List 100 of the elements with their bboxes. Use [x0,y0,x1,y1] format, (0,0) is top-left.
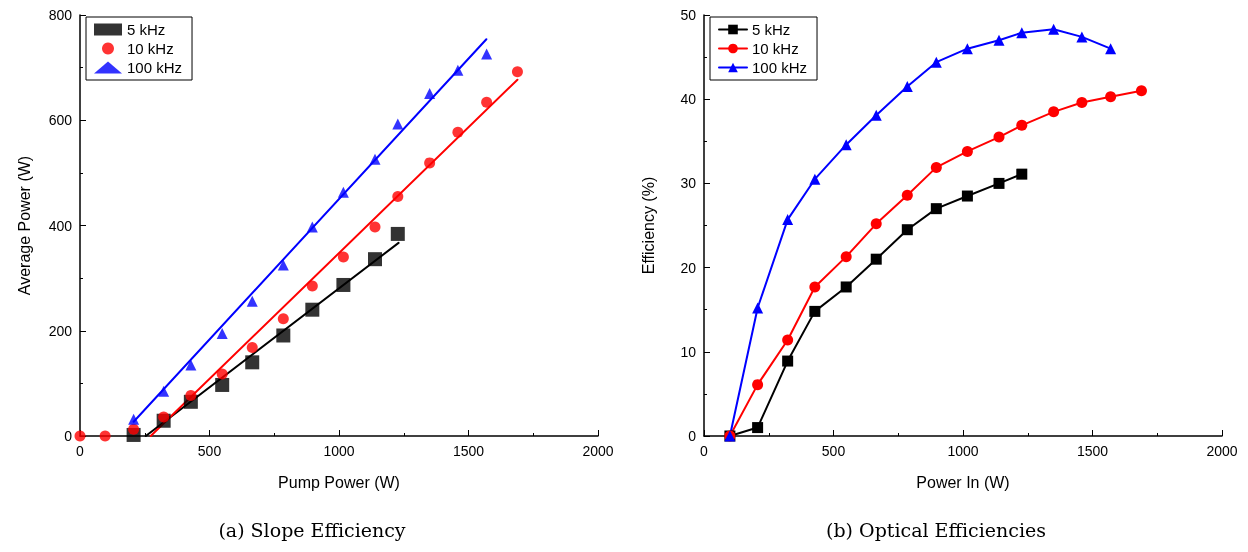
x-tick-label: 1000 [947,443,979,459]
point [961,190,973,202]
point [305,302,320,317]
point [1105,43,1117,55]
point [369,221,381,233]
point [993,131,1005,143]
point [1048,23,1060,35]
x-axis-title: Pump Power (W) [278,473,400,491]
point [782,214,794,226]
x-tick-label: 1500 [452,443,485,459]
point [369,153,381,165]
point [424,87,436,99]
point [424,157,436,169]
point [870,218,882,230]
point [840,251,852,263]
point [277,313,289,325]
x-axis-title: Power In (W) [916,473,1010,491]
point [215,377,230,392]
x-tick-label: 500 [197,443,222,459]
point [306,221,318,233]
point [1076,97,1088,109]
y-tick-label: 600 [48,112,73,129]
point [1135,85,1147,97]
point [277,259,289,271]
y-axis-title: Efficiency (%) [639,176,657,275]
point [306,280,318,292]
point [452,64,464,76]
legend-label: 5 kHz [127,21,166,38]
point [185,389,197,401]
y-tick-label: 30 [680,175,697,192]
point [809,281,821,293]
point [752,302,764,314]
y-tick-label: 50 [680,7,697,23]
point [1016,168,1028,180]
legend-label: 100 kHz [127,59,183,76]
point [246,342,258,354]
point [930,161,942,173]
point [901,189,913,201]
point [930,56,942,68]
x-tick-label: 2000 [1206,443,1238,459]
point [128,423,140,435]
point [452,126,464,138]
point [216,368,228,380]
point [337,251,349,263]
point [901,224,913,236]
point [337,186,349,198]
x-tick-label: 2000 [582,443,614,459]
point [870,109,882,121]
x-tick-label: 1000 [323,443,355,459]
text: (b) Optical Efficiencies [826,518,1046,541]
point [1016,27,1028,39]
point [276,328,291,343]
point [390,226,405,241]
point [99,430,111,442]
legend-label: 5 kHz [752,21,791,38]
point [840,281,852,293]
point [158,411,170,423]
point [1016,119,1028,131]
point [158,385,170,397]
point [1048,106,1060,118]
point [392,191,404,203]
point [752,379,764,391]
point [185,359,197,371]
y-tick-label: 200 [48,322,73,339]
y-tick-label: 400 [48,217,73,234]
y-tick-label: 10 [680,343,697,360]
point [368,252,382,267]
point [336,277,351,292]
point [1105,91,1117,103]
point [782,334,794,346]
point [481,48,493,60]
legend-label: 10 kHz [752,40,799,57]
point [809,305,821,317]
point [993,34,1005,46]
point [961,145,973,157]
x-tick-label: 0 [700,443,709,459]
point [245,355,260,370]
point [840,139,852,151]
point [1076,31,1088,43]
point [128,413,140,425]
point [392,118,404,130]
x-tick-label: 500 [821,443,846,459]
x-tick-label: 0 [76,443,85,459]
y-tick-label: 0 [64,428,73,444]
legend-label: 10 kHz [127,40,174,57]
text: (a) Slope Efficiency [218,518,406,541]
point [481,96,493,108]
y-tick-label: 40 [680,91,697,108]
x-tick-label: 1500 [1076,443,1109,459]
point [752,422,764,434]
point [930,203,942,215]
point [961,43,973,55]
y-axis-title: Average Power (W) [15,155,33,296]
y-tick-label: 0 [688,428,697,444]
point [809,173,821,185]
y-tick-label: 800 [48,7,73,23]
point [246,295,258,307]
point [870,253,882,265]
point [216,327,228,339]
point [993,177,1005,189]
